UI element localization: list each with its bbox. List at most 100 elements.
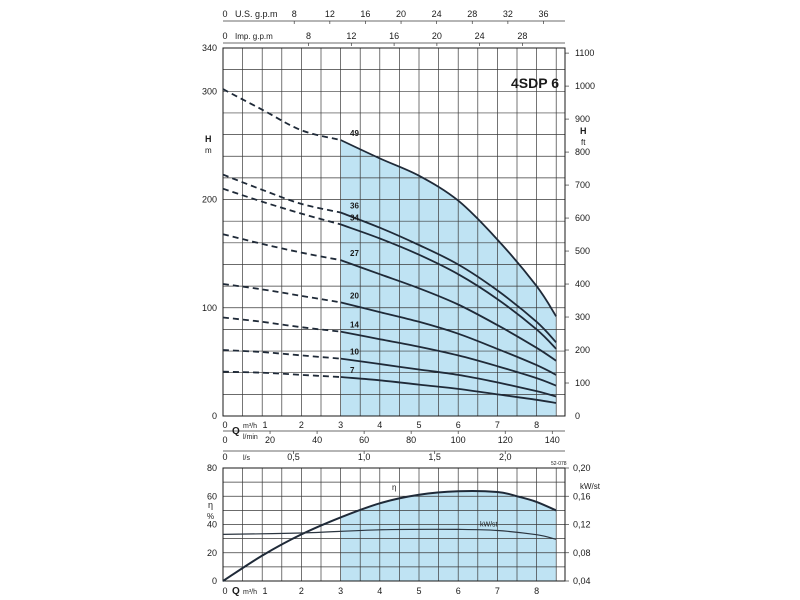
head-y-ticks-m: 0 100 200 300 340 <box>202 43 217 421</box>
power-y-tick: 0,04 <box>573 576 591 586</box>
head-curve-7-dashed <box>222 370 341 378</box>
head-curve-27 <box>340 259 557 362</box>
eta-unit: % <box>207 512 214 521</box>
us-gpm-ticks: 0 8 12 16 20 24 28 32 36 <box>222 9 548 24</box>
head-curve-36-dashed <box>222 173 341 214</box>
imp-gpm-tick: 16 <box>389 31 399 41</box>
head-y-tick-m: 300 <box>202 86 217 96</box>
head-curve-14 <box>340 330 557 387</box>
us-gpm-tick: 8 <box>292 9 297 19</box>
imp-gpm-label: Imp. g.p.m <box>235 32 273 41</box>
curve-label-20: 20 <box>350 291 359 300</box>
ls-unit: l/s <box>243 455 251 462</box>
head-curves: 49 36 34 27 20 14 10 7 <box>222 88 557 404</box>
head-right-unit: ft <box>581 138 586 147</box>
imp-gpm-tick: 12 <box>346 31 356 41</box>
imp-gpm-tick: 20 <box>432 31 442 41</box>
head-y-tick-m: 340 <box>202 43 217 53</box>
q-label-bottom: Q <box>232 586 240 597</box>
ls-tick: 0 <box>222 452 227 462</box>
efficiency-range-area <box>340 491 557 581</box>
eta-label: η <box>208 500 213 510</box>
head-curve-49 <box>340 139 557 317</box>
head-y-tick-ft: 100 <box>575 378 590 388</box>
power-axis-label: kW/st <box>580 482 601 491</box>
eff-m3h-tick: 5 <box>416 586 421 596</box>
q-label: Q <box>232 426 240 437</box>
head-y-tick-ft: 700 <box>575 180 590 190</box>
curve-label-27: 27 <box>350 249 359 258</box>
m3h-tick: 4 <box>377 420 382 430</box>
ls-tick: 0,5 <box>287 452 300 462</box>
m3h-tick: 6 <box>456 420 461 430</box>
power-y-tick: 0,16 <box>573 491 591 501</box>
imp-gpm-ticks: 0 8 12 16 20 24 28 <box>222 31 527 46</box>
head-curve-36 <box>340 211 557 344</box>
imp-gpm-tick: 8 <box>306 31 311 41</box>
eff-m3h-tick: 8 <box>534 586 539 596</box>
power-y-ticks: 0,04 0,08 0,12 0,16 0,20 <box>565 463 591 586</box>
head-curve-49-dashed <box>222 88 341 141</box>
efficiency-curve <box>222 490 557 582</box>
head-y-tick-ft: 1100 <box>575 48 594 58</box>
ls-tick: 2,0 <box>499 452 512 462</box>
imp-gpm-tick: 24 <box>475 31 485 41</box>
head-y-tick-ft: 800 <box>575 147 590 157</box>
head-chart: 49 36 34 27 20 14 10 7 0 100 200 300 340 0 100 200 300… <box>202 43 595 421</box>
imp-gpm-tick: 0 <box>222 31 227 41</box>
lmin-tick: 80 <box>406 435 416 445</box>
m3h-tick: 3 <box>338 420 343 430</box>
eff-y-tick: 20 <box>207 548 217 558</box>
head-curve-7 <box>340 376 557 404</box>
m3h-tick: 5 <box>416 420 421 430</box>
imp-gpm-tick: 28 <box>517 31 527 41</box>
operating-range-area <box>340 140 557 416</box>
us-gpm-tick: 12 <box>325 9 335 19</box>
eff-y-tick: 40 <box>207 520 217 530</box>
eff-y-tick: 60 <box>207 491 217 501</box>
head-left-unit: m <box>205 146 212 155</box>
eff-m3h-tick: 7 <box>495 586 500 596</box>
curve-label-7: 7 <box>350 366 355 375</box>
m3h-tick: 1 <box>262 420 267 430</box>
curve-label-10: 10 <box>350 348 359 357</box>
eff-m3h-tick: 3 <box>338 586 343 596</box>
head-y-tick-ft: 600 <box>575 213 590 223</box>
flow-lmin-ticks: 0 20 40 60 80 100 120 140 <box>222 431 560 445</box>
head-y-tick-ft: 1000 <box>575 81 595 91</box>
us-gpm-tick: 20 <box>396 9 406 19</box>
us-gpm-tick: 36 <box>538 9 548 19</box>
head-curve-20 <box>340 301 557 376</box>
eff-m3h-tick: 4 <box>377 586 382 596</box>
m3h-unit: m³/h <box>243 423 257 430</box>
lmin-tick: 40 <box>312 435 322 445</box>
lmin-tick: 20 <box>265 435 275 445</box>
us-gpm-tick: 28 <box>467 9 477 19</box>
head-y-tick-ft: 300 <box>575 312 590 322</box>
head-curve-20-dashed <box>222 283 341 304</box>
efficiency-curve-label: η <box>392 483 396 492</box>
m3h-tick: 7 <box>495 420 500 430</box>
head-y-ticks-ft: 0 100 200 300 400 500 600 700 800 900 1000 1100 <box>575 48 595 421</box>
efficiency-flow-ticks: 2 3 4 5 6 7 8 0 1 <box>222 586 539 596</box>
head-curve-34 <box>340 223 557 350</box>
m3h-tick: 2 <box>299 420 304 430</box>
efficiency-curves: η kW/st <box>222 483 557 582</box>
lmin-tick: 60 <box>359 435 369 445</box>
lmin-tick: 0 <box>222 435 227 445</box>
eff-y-tick: 0 <box>212 576 217 586</box>
lmin-unit: l/min <box>243 434 258 441</box>
power-y-tick: 0,20 <box>573 463 591 473</box>
head-y-tick-m: 200 <box>202 195 217 205</box>
m3h-tick: 0 <box>222 420 227 430</box>
efficiency-grid <box>223 468 565 581</box>
head-curve-27-dashed <box>222 233 341 261</box>
power-curve-label: kW/st <box>480 521 498 528</box>
top-flow-axes: U.S. g.p.m Imp. g.p.m 0 8 12 16 20 24 28 32 36 0… <box>222 9 565 46</box>
m3h-unit-bottom: m³/h <box>243 589 257 596</box>
head-left-label: H <box>205 134 212 144</box>
head-y-tick-ft: 900 <box>575 114 590 124</box>
efficiency-y-ticks: 0 20 40 60 80 <box>207 463 217 586</box>
